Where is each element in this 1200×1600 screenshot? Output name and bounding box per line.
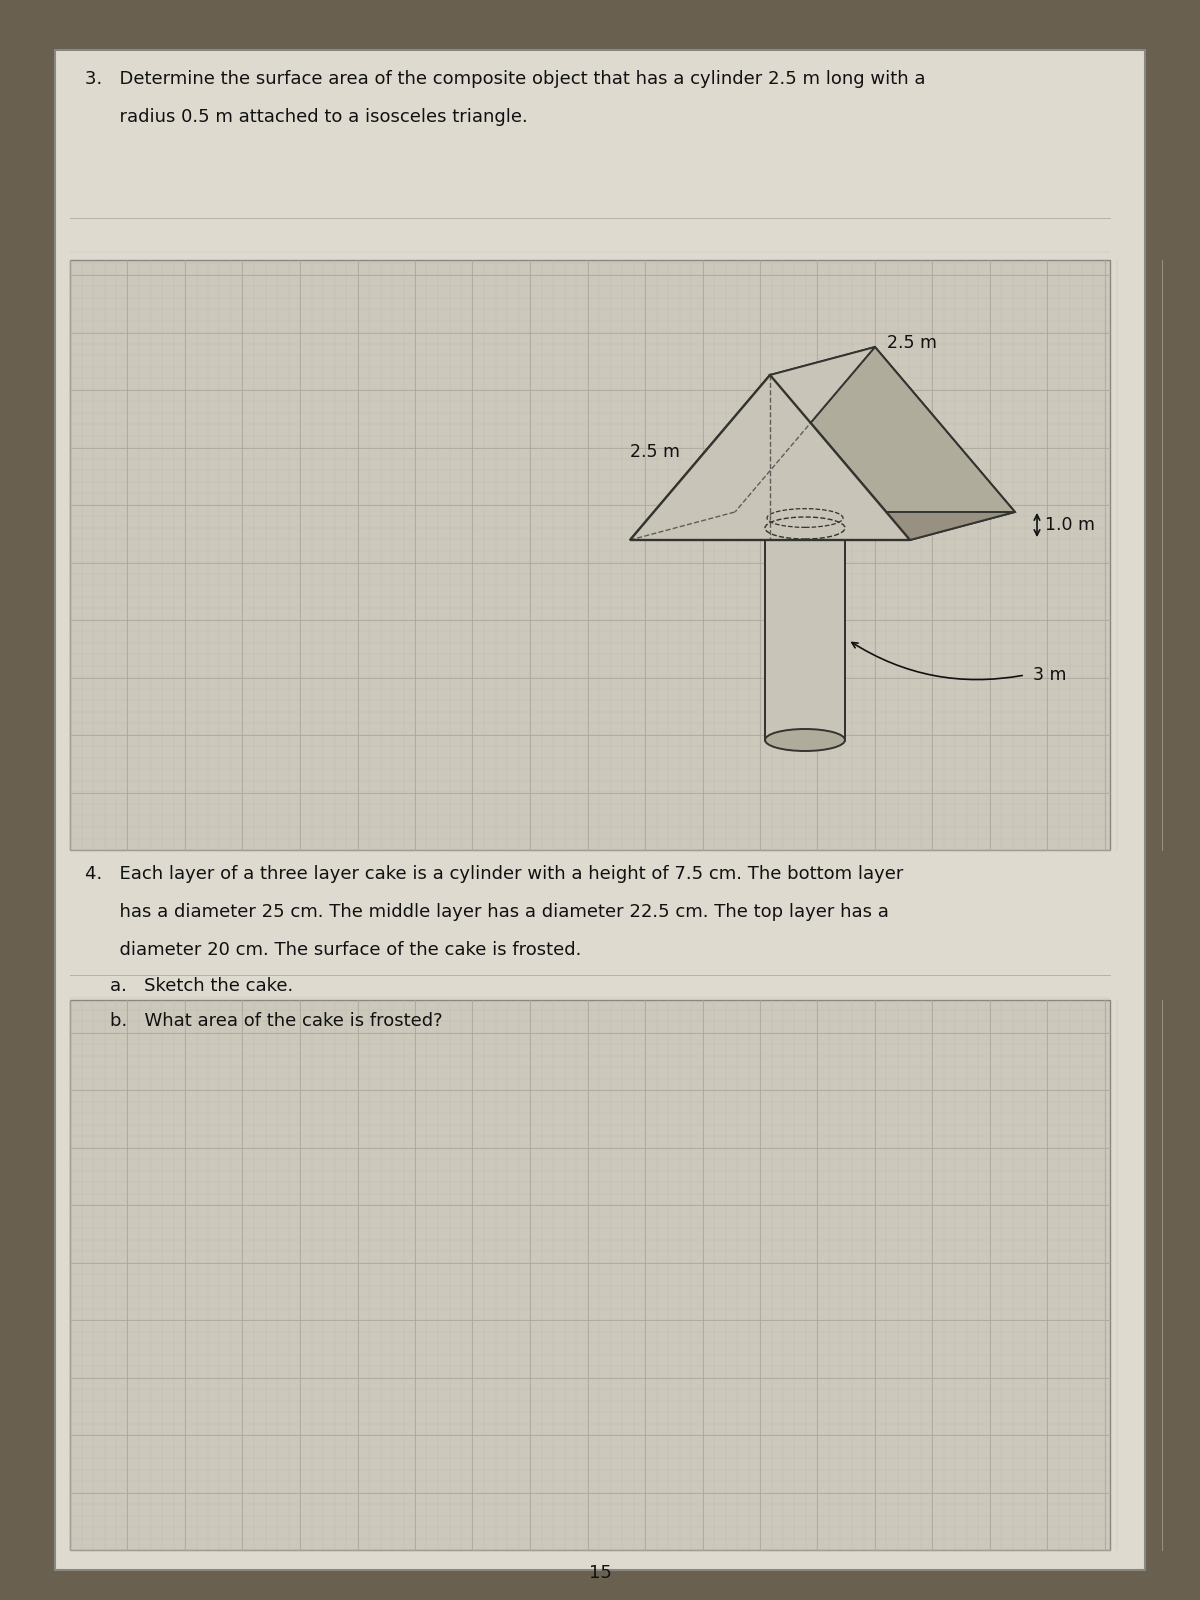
Text: has a diameter 25 cm. The middle layer has a diameter 22.5 cm. The top layer has: has a diameter 25 cm. The middle layer h… xyxy=(85,902,889,922)
Polygon shape xyxy=(770,347,1015,539)
Text: 2.5 m: 2.5 m xyxy=(887,334,937,352)
Text: 3.   Determine the surface area of the composite object that has a cylinder 2.5 : 3. Determine the surface area of the com… xyxy=(85,70,925,88)
Text: 1.0 m: 1.0 m xyxy=(1045,515,1096,534)
Bar xyxy=(70,259,1110,850)
Text: radius 0.5 m attached to a isosceles triangle.: radius 0.5 m attached to a isosceles tri… xyxy=(85,109,528,126)
Ellipse shape xyxy=(766,730,845,750)
Polygon shape xyxy=(630,374,910,539)
Polygon shape xyxy=(630,347,875,539)
Text: 3 m: 3 m xyxy=(1033,666,1067,683)
Polygon shape xyxy=(734,347,1015,512)
Polygon shape xyxy=(766,539,845,739)
Text: b.   What area of the cake is frosted?: b. What area of the cake is frosted? xyxy=(110,1013,443,1030)
Text: 15: 15 xyxy=(588,1565,612,1582)
Text: a.   Sketch the cake.: a. Sketch the cake. xyxy=(110,978,293,995)
Text: 2.5 m: 2.5 m xyxy=(630,443,680,461)
Text: diameter 20 cm. The surface of the cake is frosted.: diameter 20 cm. The surface of the cake … xyxy=(85,941,581,958)
Polygon shape xyxy=(630,512,1015,539)
Bar xyxy=(70,1000,1110,1550)
Text: 4.   Each layer of a three layer cake is a cylinder with a height of 7.5 cm. The: 4. Each layer of a three layer cake is a… xyxy=(85,866,904,883)
